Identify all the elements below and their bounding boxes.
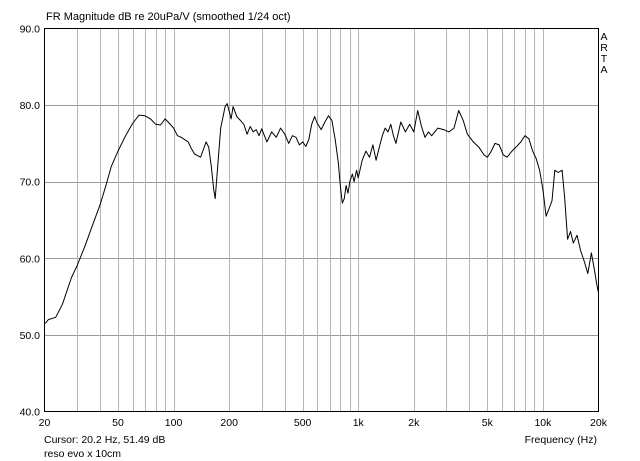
x-tick-label: 20k (590, 417, 608, 429)
x-tick-label: 20 (39, 417, 51, 429)
y-tick-label: 80.0 (20, 100, 41, 112)
x-tick-label: 10k (534, 417, 552, 429)
series-line (44, 103, 599, 324)
y-tick-label: 50.0 (20, 330, 41, 342)
x-tick-label: 100 (165, 417, 183, 429)
watermark-letter: A (600, 31, 607, 43)
x-tick-label: 200 (220, 417, 238, 429)
y-axis-ticks: 90.0 80.0 70.0 60.0 50.0 40.0 (20, 24, 41, 419)
y-tick-label: 90.0 (20, 24, 41, 36)
y-tick-label: 60.0 (20, 253, 41, 265)
x-axis-ticks: 20 50 100 200 500 1k 2k 5k 10k 20k (39, 417, 608, 429)
x-axis-label: Frequency (Hz) (525, 434, 597, 446)
x-tick-label: 5k (482, 417, 494, 429)
x-tick-label: 2k (408, 417, 420, 429)
watermark-letter: A (600, 64, 607, 76)
watermark-letter: T (601, 53, 608, 65)
x-tick-label: 1k (353, 417, 365, 429)
cursor-readout: Cursor: 20.2 Hz, 51.49 dB (44, 434, 165, 446)
x-tick-label: 50 (112, 417, 124, 429)
y-tick-label: 70.0 (20, 177, 41, 189)
series-layer (44, 103, 599, 324)
chart-title: FR Magnitude dB re 20uPa/V (smoothed 1/2… (46, 11, 291, 23)
plot-area[interactable] (44, 28, 599, 412)
grid (44, 28, 599, 412)
y-tick-label: 40.0 (20, 407, 41, 419)
x-tick-label: 500 (294, 417, 312, 429)
measurement-comment: reso evo x 10cm (44, 448, 121, 460)
watermark-letter: R (600, 42, 608, 54)
